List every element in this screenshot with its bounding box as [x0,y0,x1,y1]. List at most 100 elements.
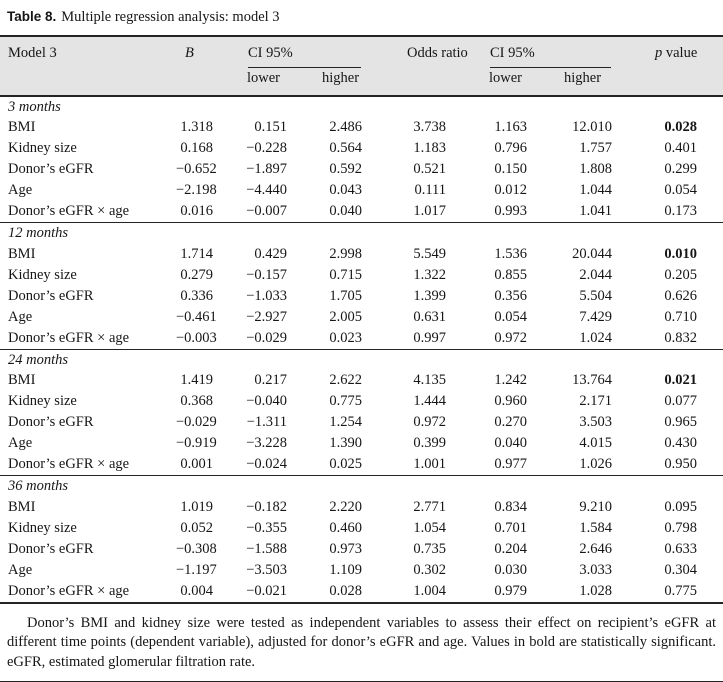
value-cell: 1.024 [579,329,612,346]
value-cell: 0.270 [494,414,527,430]
empty-header-cell [400,69,482,97]
empty-header-cell [175,69,240,97]
p-value-cell: 0.054 [664,182,697,198]
p-value-cell: 0.626 [664,287,697,304]
p-value-cell: 0.401 [664,140,697,156]
row-label: BMI [8,119,36,135]
row-label: BMI [8,372,36,388]
ci-95-label-1: CI 95% [248,45,361,68]
value-cell: −0.228 [246,140,287,156]
value-cell: 1.254 [329,414,362,430]
value-cell: 1.536 [494,245,527,262]
table-row: Kidney size 0.168 −0.228 0.564 1.183 0.796 1.7… [0,138,723,159]
empty-header-cell [648,69,723,97]
table-number-label: Table 8. [7,9,57,24]
table-row: Donor’s eGFR × age 0.001 −0.024 0.025 1.001 0… [0,454,723,476]
row-label: Age [8,182,33,198]
value-cell: 1.017 [413,203,446,219]
p-value-cell: 0.077 [664,393,697,409]
row-label: Donor’s eGFR × age [8,582,130,599]
value-cell: 0.279 [180,266,213,283]
value-cell: −1.033 [246,287,287,304]
value-cell: 2.646 [579,540,612,557]
row-label: BMI [8,245,36,262]
table-row: Kidney size 0.368 −0.040 0.775 1.444 0.960 2.1… [0,391,723,412]
value-cell: 3.503 [579,414,612,430]
empty-header-cell [0,69,175,97]
value-cell: 1.242 [494,372,527,388]
value-cell: 2.998 [329,245,362,262]
value-cell: 1.183 [413,140,446,156]
p-value-cell: 0.798 [664,519,697,536]
table-row: Kidney size 0.279 −0.157 0.715 1.322 0.855 2.0… [0,265,723,286]
section-label-row: 24 months [0,348,723,370]
value-cell: 1.757 [579,140,612,156]
ci-95-label-2: CI 95% [490,45,611,68]
value-cell: 12.010 [572,119,612,135]
value-cell: 1.001 [413,456,446,472]
row-label: Donor’s eGFR × age [8,329,130,346]
value-cell: 2.005 [329,308,362,325]
col-header-lower-1: lower [240,69,315,97]
table-row: Donor’s eGFR 0.336 −1.033 1.705 1.399 0.356 5.… [0,286,723,307]
row-label: Donor’s eGFR [8,414,94,430]
row-label: Donor’s eGFR × age [8,456,130,472]
header-row-top: Model 3 B CI 95% Odds ratio CI 95% p val… [0,36,723,69]
value-cell: 5.549 [413,245,446,262]
value-cell: 0.592 [329,161,362,177]
regression-table: Model 3 B CI 95% Odds ratio CI 95% p val… [0,35,723,604]
value-cell: 1.705 [329,287,362,304]
value-cell: 0.168 [180,140,213,156]
value-cell: 0.001 [180,456,213,472]
row-label: Donor’s eGFR [8,540,94,557]
value-cell: 1.041 [579,203,612,219]
row-label: Donor’s eGFR [8,161,94,177]
value-cell: 0.855 [494,266,527,283]
table-row: Age −0.919 −3.228 1.390 0.399 0.040 4.015 0.430 [0,433,723,454]
row-label: Kidney size [8,519,77,536]
value-cell: 0.701 [494,519,527,536]
value-cell: 0.521 [413,161,446,177]
value-cell: −0.029 [246,329,287,346]
value-cell: 1.163 [494,119,527,135]
col-header-b: B [175,36,240,69]
value-cell: 0.111 [414,182,446,198]
p-value-cell: 0.205 [664,266,697,283]
table-header: Model 3 B CI 95% Odds ratio CI 95% p val… [0,36,723,97]
table-row: Donor’s eGFR × age 0.004 −0.021 0.028 1.004 0… [0,581,723,603]
value-cell: 1.419 [180,372,213,388]
value-cell: 0.993 [494,203,527,219]
value-cell: 1.044 [579,182,612,198]
table-caption: Table 8. Multiple regression analysis: mo… [0,0,723,35]
p-value-cell: 0.710 [664,308,697,325]
value-cell: 0.028 [329,582,362,599]
col-header-ci-2: CI 95% [482,36,648,69]
col-header-p-value: p value [648,36,723,69]
value-cell: 0.016 [180,203,213,219]
table-footnote: Donor’s BMI and kidney size were tested … [7,614,716,670]
value-cell: −3.503 [246,561,287,578]
value-cell: 0.460 [329,519,362,536]
value-cell: 4.015 [579,435,612,451]
value-cell: −2.927 [246,308,287,325]
value-cell: 1.584 [579,519,612,536]
value-cell: 2.771 [413,498,446,515]
value-cell: 0.977 [494,456,527,472]
p-value-cell: 0.633 [664,540,697,557]
table-row: Age −2.198 −4.440 0.043 0.111 0.012 1.044 0.054 [0,180,723,201]
col-header-model: Model 3 [0,36,175,69]
value-cell: 1.019 [180,498,213,515]
value-cell: −0.024 [246,456,287,472]
p-value-cell: 0.775 [664,582,697,599]
row-label: BMI [8,498,36,515]
p-value-cell: 0.010 [664,245,697,262]
table-row: BMI 1.419 0.217 2.622 4.135 1.242 13.764 0.021 [0,370,723,391]
value-cell: −0.040 [246,393,287,409]
value-cell: 0.973 [329,540,362,557]
value-cell: 3.738 [413,119,446,135]
p-value-cell: 0.173 [664,203,697,219]
value-cell: 5.504 [579,287,612,304]
row-label: Kidney size [8,393,77,409]
section-label-row: 12 months [0,222,723,244]
